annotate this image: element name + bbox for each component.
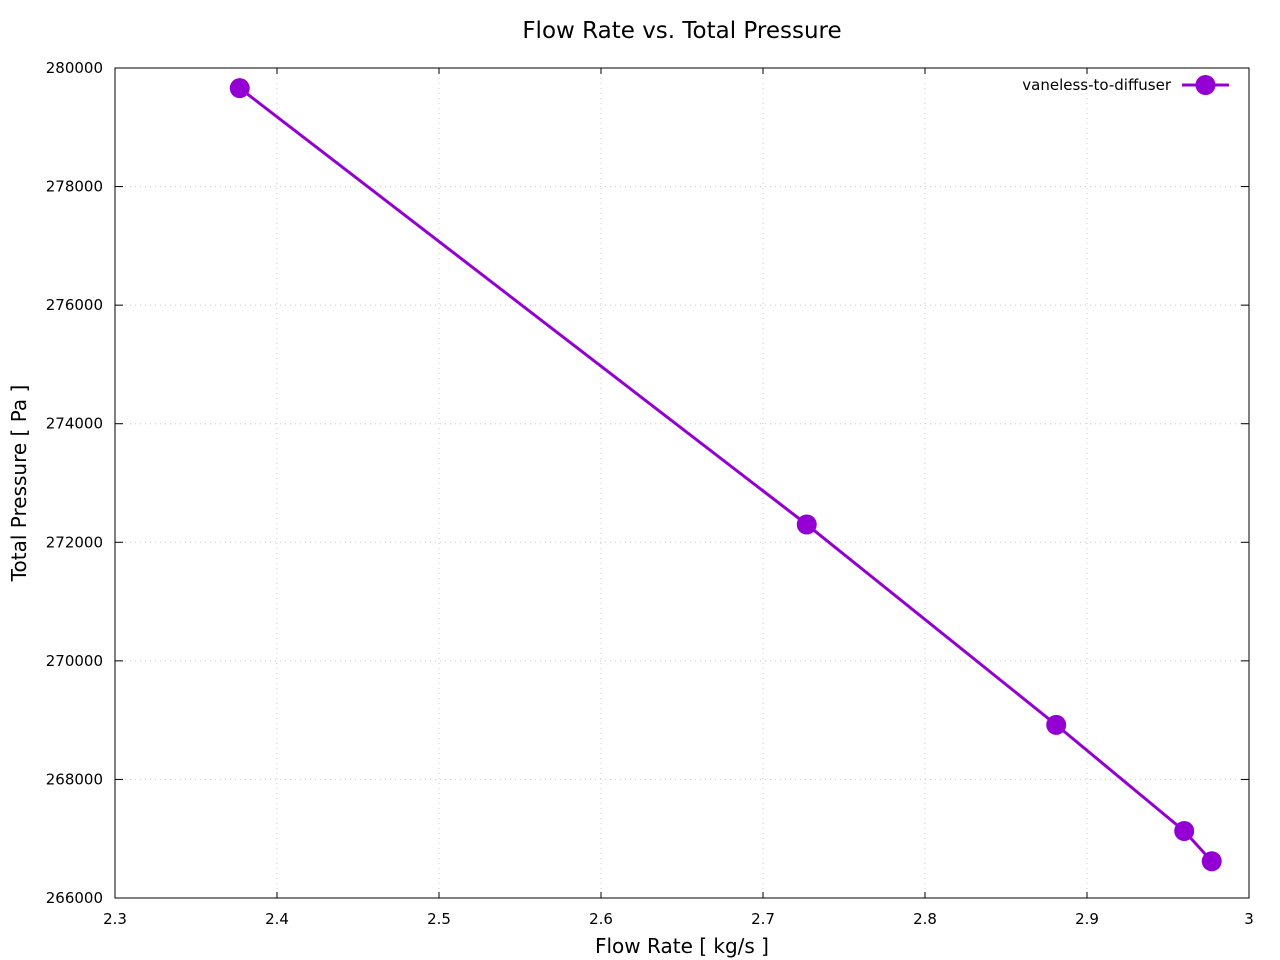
data-point	[1201, 851, 1222, 872]
y-tick-label: 272000	[46, 533, 103, 551]
y-tick-label: 270000	[46, 652, 103, 670]
chart-title: Flow Rate vs. Total Pressure	[522, 18, 841, 44]
x-tick-label: 2.4	[265, 910, 289, 928]
grid-layer	[115, 68, 1249, 898]
legend: vaneless-to-diffuser	[1022, 75, 1229, 95]
plot-frame	[114, 67, 1250, 899]
x-tick-label: 2.8	[913, 910, 937, 928]
data-point	[1046, 714, 1067, 735]
y-tick-label: 280000	[46, 59, 103, 77]
x-axis-title: Flow Rate [ kg/s ]	[595, 934, 769, 958]
data-point	[229, 78, 250, 99]
x-tick-label: 2.6	[589, 910, 613, 928]
y-tick-label: 274000	[46, 415, 103, 433]
legend-label: vaneless-to-diffuser	[1022, 76, 1172, 94]
ticks-layer: 2.3 2.4 2.5 2.6 2.7 2.8 2.9 3 266000 268000 270000…	[46, 59, 1254, 928]
x-tick-label: 2.5	[427, 910, 451, 928]
data-point	[1174, 821, 1195, 842]
series-layer	[229, 78, 1222, 872]
y-tick-label: 268000	[46, 770, 103, 788]
y-tick-label: 266000	[46, 889, 103, 907]
series-line-vaneless-to-diffuser	[238, 86, 1213, 863]
y-tick-label: 278000	[46, 178, 103, 196]
data-point	[796, 514, 817, 535]
y-tick-label: 276000	[46, 296, 103, 314]
x-tick-label: 2.3	[103, 910, 127, 928]
legend-marker	[1195, 75, 1216, 95]
x-tick-label: 3	[1244, 910, 1254, 928]
x-tick-label: 2.9	[1075, 910, 1099, 928]
x-tick-label: 2.7	[751, 910, 775, 928]
y-axis-title: Total Pressure [ Pa ]	[7, 385, 31, 583]
